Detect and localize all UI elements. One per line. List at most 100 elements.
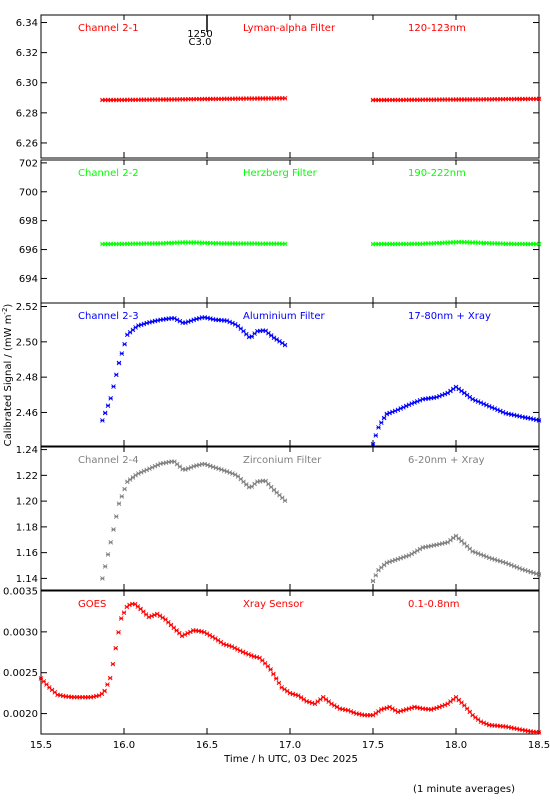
data-point (136, 323, 141, 328)
x-axis-tick-labels: 15.5 16.0 16.5 17.0 17.5 18.0 18.5 (30, 740, 550, 751)
data-point (105, 552, 111, 557)
data-point (381, 415, 387, 421)
data-point (276, 680, 282, 686)
data-point (439, 541, 445, 546)
data-point (119, 351, 125, 356)
data-point (116, 629, 121, 635)
data-point (221, 641, 226, 647)
series-segment-2 (370, 384, 542, 447)
data-point (111, 527, 116, 532)
y-tick-label: 1.16 (16, 548, 38, 559)
y-tick-label: 6.34 (16, 18, 38, 29)
x-tick-label: 16.5 (196, 740, 218, 751)
x-tick-label: 16.0 (113, 740, 135, 751)
data-point (199, 629, 204, 634)
data-point (254, 654, 260, 660)
data-point (110, 661, 116, 667)
data-point (113, 645, 119, 651)
data-point (273, 676, 279, 681)
data-point (108, 395, 114, 401)
data-point (520, 567, 525, 572)
data-point (149, 319, 155, 325)
data-point (282, 95, 288, 101)
y-tick-label: 698 (19, 216, 38, 227)
y-tick-label: 1.14 (16, 574, 38, 585)
panel-frame (40, 446, 540, 591)
data-point (445, 539, 451, 545)
event-marker: 1250 C3.0 (187, 15, 213, 48)
data-point (116, 360, 122, 366)
series-segment-1 (100, 95, 288, 103)
data-point (282, 241, 288, 247)
data-point (378, 420, 384, 426)
data-point (536, 418, 542, 423)
panel-filter-label: Zirconium Filter (243, 455, 322, 466)
panel-band-label: 6-20nm + Xray (408, 455, 485, 466)
x-axis-title: Time / h UTC, 03 Dec 2025 (223, 754, 358, 765)
data-point (144, 320, 150, 326)
panel-channel-2-3: 2.46 2.48 2.50 2.52 Channel 2-3 Aluminium Fil… (16, 302, 542, 447)
y-tick-label: 6.32 (16, 48, 38, 59)
data-point (141, 321, 147, 327)
data-point (376, 425, 381, 430)
data-point (279, 340, 285, 346)
series-segment-2 (370, 533, 542, 584)
data-point (293, 692, 298, 698)
panel-channel-label: Channel 2-3 (78, 311, 139, 322)
data-point (373, 572, 379, 578)
x-tick-label: 15.5 (30, 740, 52, 751)
x-tick-label: 18.5 (528, 740, 550, 751)
data-point (122, 341, 127, 347)
panel-goes: 0.0020 0.0025 0.0030 0.0035 GOES Xray Sensor 0… (3, 587, 542, 735)
x-tick-label: 17.5 (362, 740, 384, 751)
series-segment-2 (370, 96, 542, 103)
data-point (111, 384, 116, 389)
data-point (282, 342, 288, 348)
panel-band-label: 17-80nm + Xray (408, 311, 491, 322)
data-point (105, 682, 110, 687)
panel-frame (40, 159, 540, 304)
data-point (127, 477, 133, 482)
data-point (191, 317, 197, 323)
x-tick-label: 17.0 (279, 740, 301, 751)
y-tick-label: 696 (19, 245, 38, 256)
data-point (102, 688, 107, 694)
panel-band-label: 0.1-0.8nm (408, 599, 460, 610)
panel-frame (40, 590, 540, 735)
data-point (282, 498, 288, 504)
y-tick-label: 2.48 (16, 373, 38, 384)
data-point (116, 501, 122, 507)
panel-frame (40, 14, 540, 159)
y-axis-title-main: Calibrated Signal / (mW m (3, 315, 14, 447)
y-axis-title-sup: -2 (1, 308, 9, 315)
series-segment-2 (370, 239, 542, 247)
data-point (475, 717, 481, 722)
data-point (194, 316, 199, 322)
data-point (113, 372, 119, 378)
panel-channel-2-1: 6.26 6.28 6.30 6.32 6.34 Channel 2-1 Lyman-alp… (16, 14, 542, 159)
panel-filter-label: Lyman-alpha Filter (243, 23, 336, 34)
data-point (113, 514, 119, 519)
y-tick-label: 2.50 (16, 337, 38, 348)
data-point (122, 486, 127, 492)
data-point (102, 410, 108, 416)
y-tick-label: 2.46 (16, 408, 38, 419)
averaging-footnote: (1 minute averages) (413, 784, 515, 795)
data-point (536, 730, 542, 735)
data-point (108, 539, 114, 545)
data-point (124, 604, 130, 610)
data-point (207, 316, 213, 321)
chart-panels: 6.26 6.28 6.30 6.32 6.34 Channel 2-1 Lyman-alp… (3, 14, 542, 735)
panel-channel-label: Channel 2-2 (78, 168, 139, 179)
data-point (533, 571, 539, 577)
data-point (536, 572, 542, 577)
y-tick-label: 0.0030 (3, 627, 38, 638)
data-point (536, 241, 542, 247)
y-tick-label: 6.30 (16, 78, 38, 89)
panel-band-label: 120-123nm (408, 23, 466, 34)
data-point (450, 535, 456, 541)
series-segment-1 (100, 240, 288, 247)
y-tick-label: 702 (19, 158, 38, 169)
data-point (191, 463, 197, 469)
